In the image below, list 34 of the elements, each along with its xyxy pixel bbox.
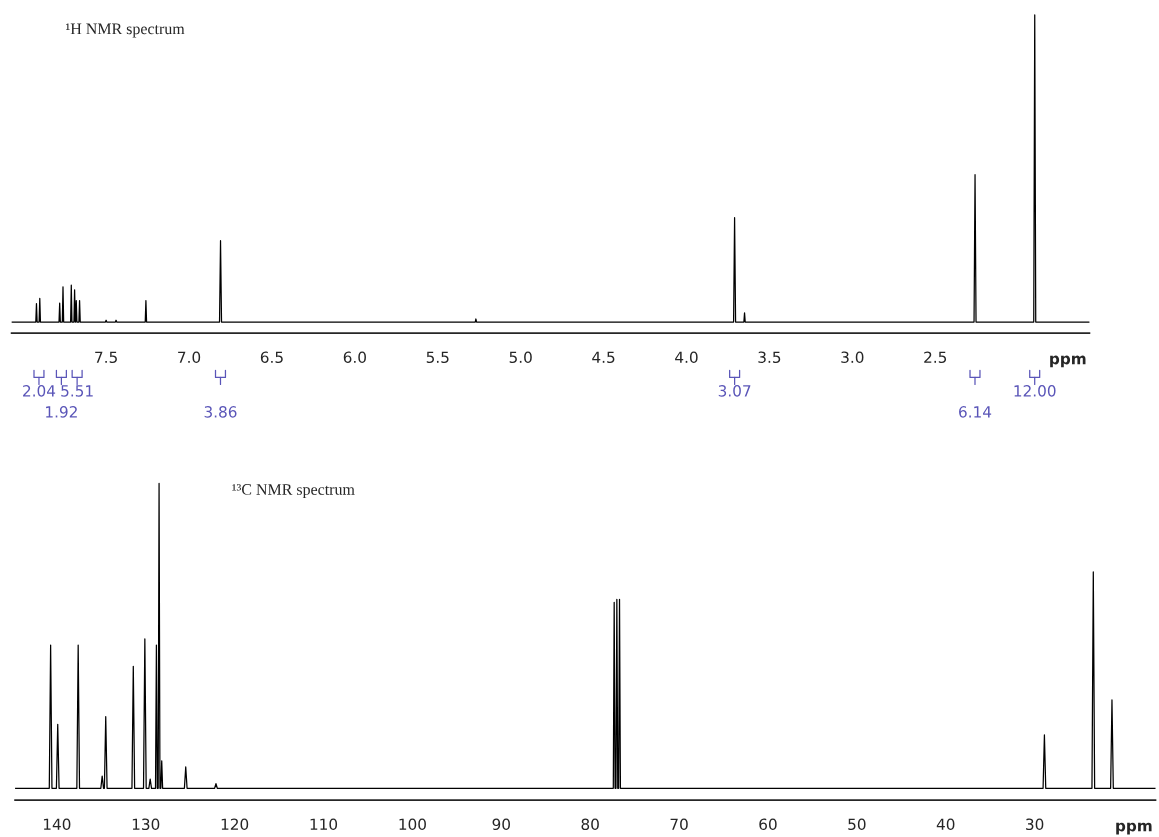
text: 5.51 <box>61 385 93 397</box>
x-tick-label: 7.5 <box>95 351 117 364</box>
x-tick-label: 80 <box>581 818 599 831</box>
x-tick-label: 140 <box>43 818 71 831</box>
x-tick-label: 50 <box>848 818 866 831</box>
text: 12.00 <box>1014 385 1056 397</box>
x-tick-label: 5.0 <box>509 351 532 364</box>
text: 6.14 <box>959 406 992 418</box>
x-tick-label: 30 <box>1026 818 1044 831</box>
x-tick-label: 2.5 <box>924 351 947 364</box>
x-tick-label: 100 <box>399 818 426 831</box>
x-axis-title: ppm <box>1116 822 1152 835</box>
x-tick-label: 60 <box>759 818 777 831</box>
chart-title: ¹H NMR spectrum <box>66 23 185 38</box>
text: 2.04 <box>23 385 56 397</box>
x-tick-label: 4.0 <box>675 351 698 364</box>
x-tick-label: 120 <box>221 818 249 831</box>
x-tick-label: 70 <box>670 818 688 831</box>
x-tick-label: 3.0 <box>841 351 864 364</box>
x-tick-label: 6.0 <box>343 351 366 364</box>
x-tick-label: 5.5 <box>426 351 449 364</box>
x-tick-label: 130 <box>132 818 160 831</box>
text: 3.86 <box>204 406 237 418</box>
x-tick-label: 6.5 <box>260 351 283 364</box>
x-tick-label: 3.5 <box>758 351 781 364</box>
x-axis-title: ppm <box>1050 355 1086 368</box>
text: 3.07 <box>718 385 751 397</box>
x-tick-label: 40 <box>936 818 955 831</box>
x-tick-label: 110 <box>310 818 338 831</box>
x-tick-label: 90 <box>492 818 510 831</box>
chart-title: ¹³C NMR spectrum <box>232 484 355 499</box>
text: 1.92 <box>46 406 77 418</box>
x-tick-label: 4.5 <box>592 351 615 364</box>
x-tick-label: 7.0 <box>178 351 201 364</box>
